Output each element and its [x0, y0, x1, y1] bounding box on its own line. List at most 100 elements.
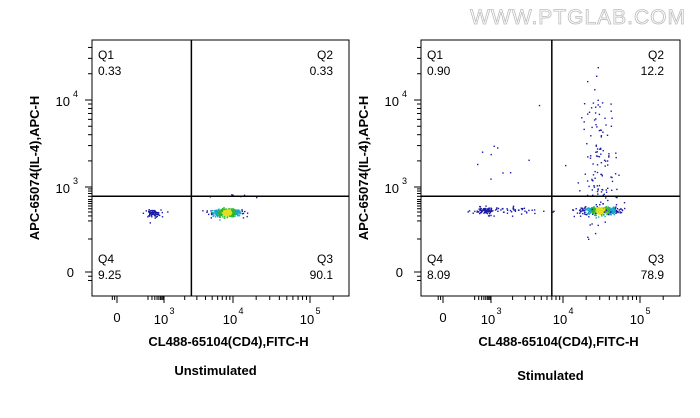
event-dot [150, 214, 152, 217]
event-dot [615, 196, 617, 198]
event-dot [595, 106, 597, 108]
y-tick-label-base: 10 [56, 181, 70, 196]
event-dot [612, 208, 614, 211]
event-dot [206, 211, 208, 213]
event-dot [493, 215, 495, 217]
event-dot [613, 210, 616, 212]
event-dot [616, 208, 619, 210]
event-dot [488, 215, 490, 217]
event-dot [223, 207, 225, 209]
event-dot [605, 209, 607, 211]
event-dot [595, 214, 597, 217]
event-dot [602, 150, 604, 152]
event-dot [590, 211, 592, 214]
event-dot [607, 209, 609, 211]
event-dot [512, 207, 514, 209]
event-dot [596, 190, 599, 193]
event-dot [221, 211, 223, 214]
event-dot [592, 194, 594, 196]
event-dot [581, 209, 584, 211]
quadrant-name: Q4 [98, 252, 114, 266]
event-dot [217, 216, 219, 218]
event-dot [602, 211, 605, 213]
event-dot [597, 188, 599, 190]
quadrant-value: 0.33 [310, 64, 334, 78]
event-dot [234, 211, 236, 214]
event-dot [148, 209, 150, 211]
event-dot [597, 206, 600, 209]
event-dot [496, 207, 498, 209]
event-dot [584, 208, 587, 211]
event-dots [467, 67, 626, 240]
event-dot [592, 163, 594, 165]
event-dot [156, 215, 158, 218]
event-dot [227, 209, 229, 212]
event-dot [598, 209, 600, 212]
quadrant-name: Q2 [317, 48, 333, 62]
event-dot [595, 145, 597, 147]
event-dot [219, 216, 221, 218]
event-dot [610, 125, 613, 127]
event-dot [534, 212, 536, 215]
event-dot [612, 207, 615, 209]
event-dot [597, 155, 599, 158]
y-axis-label: APC-65074(IL-4),APC-H [27, 96, 42, 240]
event-dot [214, 211, 216, 213]
event-dot [237, 210, 239, 212]
event-dot [154, 215, 156, 217]
event-dot [614, 209, 616, 211]
event-dot [493, 145, 495, 147]
event-dot [588, 238, 590, 240]
event-dot [552, 211, 554, 213]
x-axis-label: CL488-65104(CD4),FITC-H [478, 334, 638, 349]
event-dot [489, 211, 492, 214]
event-dot [525, 211, 528, 213]
event-dot [595, 204, 597, 206]
event-dot [605, 206, 608, 208]
event-dot [590, 155, 592, 157]
event-dot [228, 208, 230, 210]
event-dot [477, 211, 480, 213]
event-dot [230, 210, 232, 213]
x-tick-label-base: 10 [553, 312, 567, 327]
event-dot [588, 208, 590, 210]
event-dot [221, 210, 223, 213]
event-dot [604, 160, 607, 162]
x-tick-label-exp: 4 [238, 306, 243, 316]
event-dot [597, 210, 600, 213]
event-dot [611, 207, 613, 209]
event-dot [509, 209, 512, 212]
event-dot [256, 196, 258, 199]
event-dot [488, 209, 490, 211]
event-dot [149, 222, 151, 224]
event-dot [591, 179, 593, 182]
event-dot [151, 210, 154, 212]
event-dot [244, 210, 246, 213]
event-dot [246, 215, 248, 218]
event-dot [468, 210, 471, 212]
event-dot [514, 210, 517, 212]
event-dot [487, 215, 490, 217]
event-dot [594, 208, 597, 210]
event-dot [594, 177, 596, 179]
x-tick-label-exp: 5 [315, 306, 320, 316]
event-dot [214, 209, 216, 212]
event-dot [589, 157, 592, 159]
event-dot [565, 164, 567, 167]
event-dot [514, 209, 517, 211]
event-dot [479, 208, 481, 210]
event-dot [593, 185, 595, 187]
quadrant-name: Q1 [98, 48, 114, 62]
event-dot [482, 208, 485, 210]
event-dot [579, 211, 582, 213]
event-dot [611, 176, 613, 179]
event-dot [608, 212, 611, 215]
event-dot [589, 210, 591, 212]
event-dot [598, 209, 600, 211]
event-dot [161, 211, 163, 214]
event-dot [158, 214, 160, 216]
event-dot [590, 107, 593, 109]
event-dot [608, 155, 610, 157]
quadrant-value: 90.1 [310, 268, 334, 282]
event-dot [215, 211, 218, 213]
